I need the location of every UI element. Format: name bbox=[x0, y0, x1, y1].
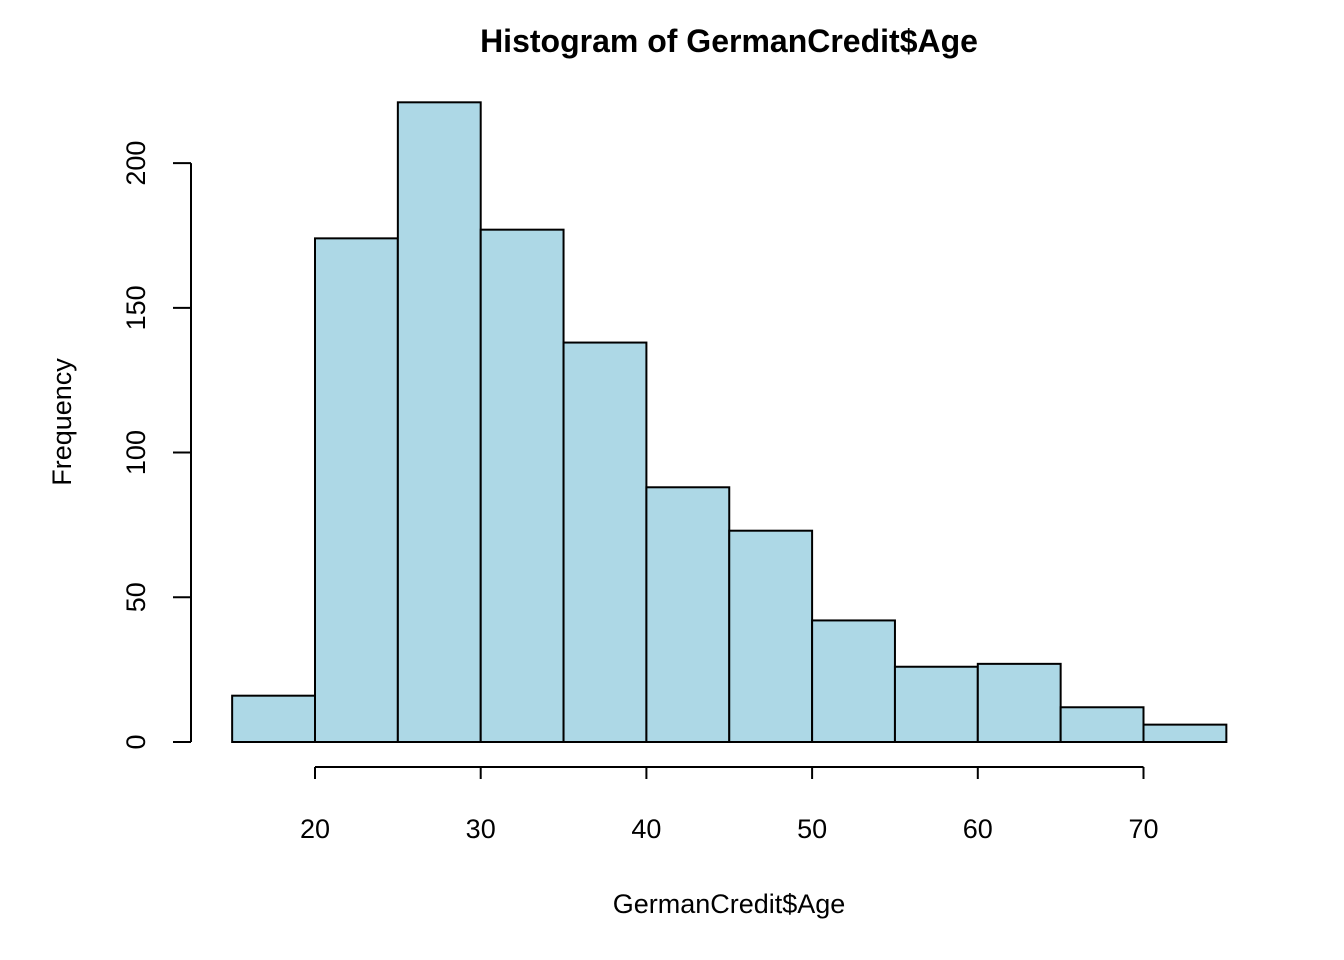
x-axis-label: GermanCredit$Age bbox=[613, 889, 846, 919]
histogram-bar-45-50 bbox=[728, 529, 814, 743]
y-axis: 0 50 100 150 200 bbox=[121, 141, 192, 750]
x-tick-label-40: 40 bbox=[631, 814, 661, 844]
histogram-bar-25-30 bbox=[396, 101, 482, 744]
y-tick-label-200: 200 bbox=[121, 141, 151, 186]
histogram-bar-30-35 bbox=[479, 228, 565, 743]
x-tick-label-70: 70 bbox=[1128, 814, 1158, 844]
chart-title: Histogram of GermanCredit$Age bbox=[480, 23, 978, 59]
histogram-bar-50-55 bbox=[811, 619, 896, 744]
histogram-bar-35-40 bbox=[562, 341, 648, 743]
histogram-bar-60-65 bbox=[976, 662, 1062, 744]
x-axis: 20 30 40 50 60 70 bbox=[300, 766, 1159, 844]
histogram-bar-40-45 bbox=[645, 486, 731, 743]
x-tick-label-20: 20 bbox=[300, 814, 330, 844]
y-tick-label-100: 100 bbox=[121, 430, 151, 475]
histogram-bar-55-60 bbox=[893, 665, 979, 743]
y-axis-label: Frequency bbox=[47, 358, 77, 486]
y-tick-label-150: 150 bbox=[121, 285, 151, 330]
y-tick-label-0: 0 bbox=[121, 734, 151, 749]
y-tick-label-50: 50 bbox=[121, 582, 151, 612]
x-tick-label-50: 50 bbox=[797, 814, 827, 844]
bars-group bbox=[231, 101, 1228, 744]
histogram-bar-15-20 bbox=[231, 694, 316, 743]
histogram-bar-70-75 bbox=[1142, 723, 1228, 743]
x-tick-label-60: 60 bbox=[963, 814, 993, 844]
histogram-bar-65-70 bbox=[1059, 706, 1145, 743]
x-tick-label-30: 30 bbox=[466, 814, 496, 844]
histogram-bar-20-25 bbox=[314, 237, 399, 743]
